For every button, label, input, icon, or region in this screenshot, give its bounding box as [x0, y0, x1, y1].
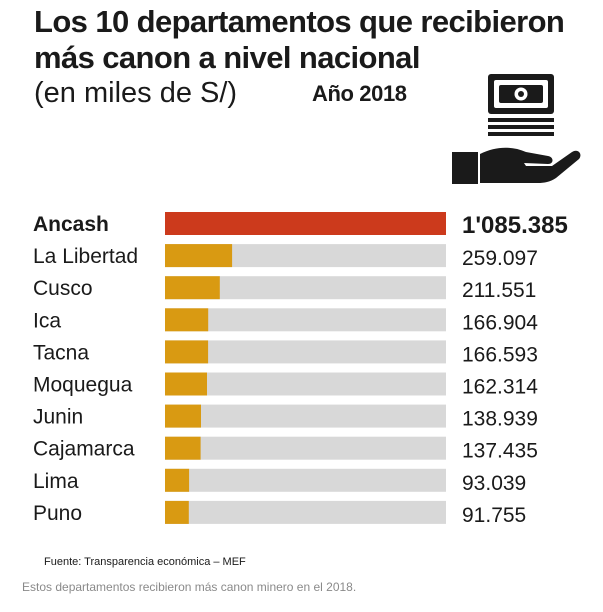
category-label: Lima — [33, 470, 79, 493]
value-label: 166.593 — [462, 343, 538, 366]
bar-chart: Ancash 1'085.385 La Libertad 259.097 Cusco 21… — [33, 212, 568, 527]
bar — [165, 212, 446, 235]
bar — [165, 404, 201, 428]
source-note: Fuente: Transparencia económica – MEF — [44, 556, 246, 568]
category-label: Ancash — [33, 213, 109, 236]
bar-track — [165, 308, 446, 332]
value-label: 166.904 — [462, 311, 538, 334]
category-label: Puno — [33, 502, 82, 525]
bar — [165, 468, 190, 492]
category-label: Ica — [33, 309, 61, 332]
year-label: Año 2018 — [312, 81, 407, 106]
chart-title: Los 10 departamentos que recibieron más … — [34, 4, 565, 75]
value-label: 91.755 — [462, 504, 526, 527]
bar — [165, 436, 201, 460]
value-label: 162.314 — [462, 376, 538, 399]
image-caption: Estos departamentos recibieron más canon… — [22, 580, 357, 594]
category-label: Moquegua — [33, 374, 133, 397]
bar-track — [165, 404, 446, 428]
bar — [165, 500, 189, 524]
bar-track — [165, 436, 446, 460]
bar-track — [165, 276, 446, 300]
bar-track — [165, 340, 446, 364]
chart-subtitle: (en miles de S/) — [34, 77, 238, 109]
category-label: Tacna — [33, 341, 89, 364]
bar — [165, 308, 209, 332]
bar — [165, 276, 220, 300]
money-hand-icon — [452, 74, 581, 184]
category-label: Cajamarca — [33, 438, 135, 461]
value-label: 93.039 — [462, 472, 526, 495]
value-label: 137.435 — [462, 440, 538, 463]
bar-track — [165, 244, 446, 268]
bar-track — [165, 468, 446, 492]
category-label: La Libertad — [33, 245, 138, 268]
category-label: Junin — [33, 406, 83, 429]
category-label: Cusco — [33, 277, 93, 300]
bar — [165, 372, 207, 396]
value-label: 211.551 — [462, 279, 536, 302]
value-label: 138.939 — [462, 408, 538, 431]
value-label: 1'085.385 — [462, 212, 568, 239]
bar-track — [165, 500, 446, 524]
bar-track — [165, 372, 446, 396]
value-label: 259.097 — [462, 247, 538, 270]
bar — [165, 244, 233, 268]
bar — [165, 340, 209, 364]
